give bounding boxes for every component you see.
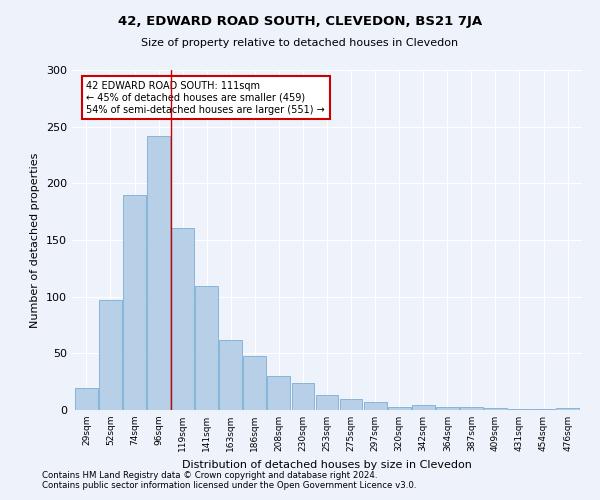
Text: Contains public sector information licensed under the Open Government Licence v3: Contains public sector information licen…	[42, 481, 416, 490]
Bar	[292, 383, 314, 410]
Bar	[123, 194, 146, 410]
Bar	[75, 388, 98, 410]
Text: 42, EDWARD ROAD SOUTH, CLEVEDON, BS21 7JA: 42, EDWARD ROAD SOUTH, CLEVEDON, BS21 7J…	[118, 15, 482, 28]
Y-axis label: Number of detached properties: Number of detached properties	[31, 152, 40, 328]
Bar	[556, 408, 579, 410]
Bar	[268, 376, 290, 410]
Text: Contains HM Land Registry data © Crown copyright and database right 2024.: Contains HM Land Registry data © Crown c…	[42, 471, 377, 480]
Bar	[508, 409, 531, 410]
Bar	[220, 340, 242, 410]
Text: 42 EDWARD ROAD SOUTH: 111sqm
← 45% of detached houses are smaller (459)
54% of s: 42 EDWARD ROAD SOUTH: 111sqm ← 45% of de…	[86, 82, 325, 114]
X-axis label: Distribution of detached houses by size in Clevedon: Distribution of detached houses by size …	[182, 460, 472, 469]
Bar	[340, 398, 362, 410]
Bar	[244, 356, 266, 410]
Bar	[147, 136, 170, 410]
Bar	[436, 406, 459, 410]
Bar	[412, 406, 434, 410]
Bar	[99, 300, 122, 410]
Bar	[364, 402, 386, 410]
Bar	[532, 409, 555, 410]
Bar	[171, 228, 194, 410]
Bar	[460, 406, 483, 410]
Text: Size of property relative to detached houses in Clevedon: Size of property relative to detached ho…	[142, 38, 458, 48]
Bar	[195, 286, 218, 410]
Bar	[316, 396, 338, 410]
Bar	[484, 408, 507, 410]
Bar	[388, 406, 410, 410]
